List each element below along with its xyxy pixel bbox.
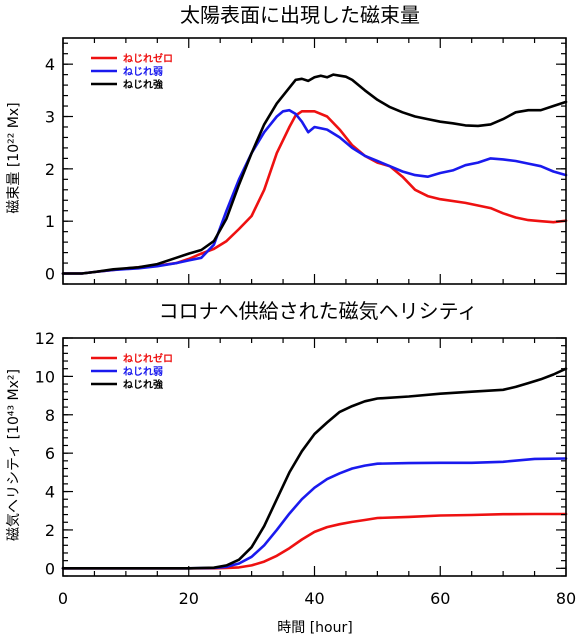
y-tick-label: 2 [45,160,55,179]
x-tick-label: 0 [58,589,68,608]
helicity-legend: ねじれゼロ ねじれ弱 ねじれ強 [91,352,173,391]
series-line-0 [61,512,568,570]
y-tick-label: 12 [35,329,55,348]
y-tick-label: 0 [45,265,55,284]
series-line-2 [61,367,568,570]
flux-series-group [61,73,568,275]
x-tick-label: 60 [430,589,450,608]
legend-label-zero: ねじれゼロ [123,352,173,365]
flux-y-axis-label: 磁束量 [10²² Mx] [6,102,22,213]
panel-flux: 太陽表面に出現した磁束量 磁束量 [10²² Mx] 0 1 2 3 4 ねじれゼロ ね… [6,3,568,285]
legend-label-strong: ねじれ強 [123,378,163,391]
flux-chart-title: 太陽表面に出現した磁束量 [180,3,420,27]
y-tick-label: 6 [45,444,55,463]
legend-label-strong: ねじれ強 [123,78,163,91]
x-tick-label: 20 [179,589,199,608]
series-line-0 [61,110,568,275]
helicity-chart-title: コロナへ供給された磁気ヘリシティ [159,299,478,323]
legend-label-weak: ねじれ弱 [123,366,163,378]
x-tick-label: 80 [556,589,576,608]
y-tick-label: 0 [45,559,55,578]
x-axis-label: 時間 [hour] [277,620,352,636]
legend-label-weak: ねじれ弱 [123,66,163,78]
y-tick-label: 1 [45,212,55,231]
helicity-plot-frame [62,337,567,577]
y-tick-label: 4 [45,483,55,502]
y-tick-label: 10 [35,367,55,386]
y-tick-label: 3 [45,108,55,127]
y-tick-label: 2 [45,521,55,540]
y-tick-label: 8 [45,406,55,425]
flux-plot-frame [62,37,567,285]
helicity-series-group [61,367,568,570]
helicity-y-axis-label: 磁気ヘリシティ [10⁴³ Mx²] [6,369,22,541]
flux-legend: ねじれゼロ ねじれ弱 ねじれ強 [91,52,173,91]
y-tick-label: 4 [45,55,55,74]
x-tick-label: 40 [304,589,324,608]
series-line-2 [61,73,568,275]
series-line-1 [61,108,568,275]
panel-helicity: コロナへ供給された磁気ヘリシティ 磁気ヘリシティ [10⁴³ Mx²] 時間 [… [6,299,576,636]
legend-label-zero: ねじれゼロ [123,52,173,65]
